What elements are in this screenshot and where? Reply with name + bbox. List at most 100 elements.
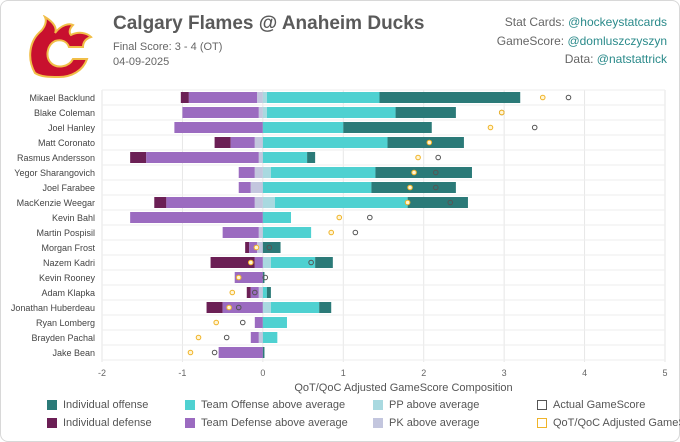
bar-team-def [222,227,259,238]
final-score: Final Score: 3 - 4 (OT) [113,41,223,53]
game-date: 04-09-2025 [113,56,170,68]
x-tick-label: 0 [260,368,265,378]
x-tick-label: -2 [98,368,106,378]
bar-team-def [166,197,255,208]
player-label: Martin Pospisil [36,228,95,238]
bar-indiv-off [315,257,333,268]
legend-item: Individual offense [47,399,148,411]
bar-team-off [266,92,380,103]
adjusted-gamescore-marker [235,274,242,281]
legend-item: PP above average [373,399,479,411]
legend-item: Individual defense [47,417,152,429]
legend-item: QoT/QoC Adjusted GameScore [537,417,680,429]
bar-team-off [270,257,316,268]
adjusted-gamescore-marker [253,244,260,251]
adjusted-gamescore-marker [187,349,194,356]
player-label: Blake Coleman [34,108,95,118]
bar-team-def [238,167,255,178]
player-label: Jonathan Huberdeau [11,303,95,313]
bar-pk [250,182,263,193]
bar-indiv-def [246,287,251,298]
player-label: Adam Klapka [41,288,95,298]
player-label: Jake Bean [52,348,95,358]
stat-cards-link[interactable]: @hockeystatcards [568,15,667,29]
calgary-flames-logo [29,15,93,79]
bar-team-def [174,122,263,133]
bar-indiv-off [343,122,432,133]
bar-indiv-def [130,152,147,163]
legend-swatch [373,418,383,428]
bar-pp [262,257,271,268]
adjusted-gamescore-marker [539,94,546,101]
bar-pk [254,167,263,178]
bar-team-def [234,272,263,283]
legend-item: Team Offense above average [185,399,345,411]
actual-gamescore-marker [262,274,269,281]
bar-indiv-off [319,302,332,313]
actual-gamescore-marker [531,124,538,131]
bar-team-def [254,317,263,328]
bar-indiv-off [262,347,265,358]
player-label: Joel Farabee [42,183,95,193]
bar-indiv-off [262,272,265,283]
bar-indiv-def [154,197,167,208]
legend-swatch [537,400,547,410]
bar-pk [258,107,263,118]
bar-indiv-off [371,182,456,193]
player-label: Kevin Bahl [52,213,95,223]
bar-pk [254,197,263,208]
bar-team-off [266,107,396,118]
adjusted-gamescore-marker [404,199,411,206]
legend-swatch [47,400,57,410]
bar-pk [257,92,263,103]
bar-indiv-off [266,287,271,298]
gamescore-link[interactable]: @domluszczyszyn [567,33,667,48]
player-label: Nazem Kadri [43,258,95,268]
bar-pk [258,287,263,298]
adjusted-gamescore-marker [247,259,254,266]
bar-pk [254,137,263,148]
actual-gamescore-marker [223,334,230,341]
bar-team-def [238,182,251,193]
adjusted-gamescore-marker [487,124,494,131]
actual-gamescore-marker [252,289,258,296]
legend-swatch [373,400,383,410]
actual-gamescore-marker [432,169,439,176]
gamescore-composition-chart: -2 -1 0 1 2 3 4 5 QoT/QoC Adjusted GameScore Com… [11,89,668,394]
bar-team-def [250,287,259,298]
bar-indiv-off [387,137,464,148]
adjusted-gamescore-marker [229,289,236,296]
actual-gamescore-marker [447,199,454,206]
bar-team-def [130,212,263,223]
bar-team-off [262,212,292,223]
actual-gamescore-marker [565,94,572,101]
bar-team-off [262,182,372,193]
actual-gamescore-marker [235,304,242,311]
credits: Stat Cards: @hockeystatcards GameScore: … [497,13,667,69]
bar-pp [262,167,271,178]
legend-swatch [185,418,195,428]
bar-team-def [188,92,258,103]
adjusted-gamescore-marker [498,109,505,116]
player-label: Rasmus Andersson [17,153,95,163]
x-tick-label: 2 [421,368,426,378]
bar-indiv-off [375,167,472,178]
actual-gamescore-marker [239,319,246,326]
adjusted-gamescore-marker [426,139,433,146]
bar-pk [257,242,263,253]
legend-item: Actual GameScore [537,399,645,411]
adjusted-gamescore-marker [213,319,220,326]
bar-pk [258,152,263,163]
x-tick-label: -1 [178,368,186,378]
actual-gamescore-marker [435,154,441,161]
actual-gamescore-marker [432,184,439,191]
actual-gamescore-marker [211,349,218,356]
player-label: Morgan Frost [41,243,95,253]
x-tick-label: 4 [582,368,587,378]
bar-indiv-off [407,197,468,208]
data-link[interactable]: @natstattrick [596,52,667,66]
bar-team-off [262,152,308,163]
bar-indiv-def [214,137,231,148]
bar-pk [258,332,263,343]
bar-pk [258,227,263,238]
